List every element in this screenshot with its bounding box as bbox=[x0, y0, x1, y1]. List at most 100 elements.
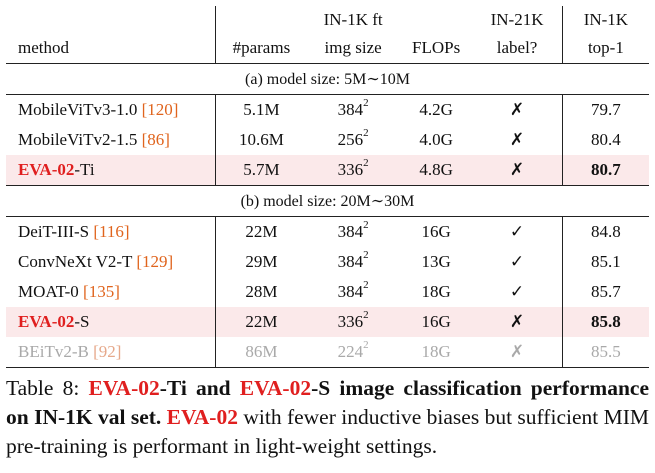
method-name: MOAT-0 bbox=[18, 282, 79, 301]
img-size-cell: 3362 bbox=[306, 307, 400, 337]
method-name-red: EVA-02 bbox=[18, 160, 75, 179]
flops-cell: 4.8G bbox=[399, 155, 473, 186]
cross-icon: ✗ bbox=[509, 130, 525, 149]
flops-cell: 16G bbox=[421, 222, 451, 241]
img-size-value: 224 bbox=[337, 342, 364, 361]
params-cell: 5.1M bbox=[215, 94, 307, 125]
img-size-cell: 3842 bbox=[306, 95, 400, 126]
img-size-cell: 2242 bbox=[306, 337, 400, 368]
header-cell bbox=[400, 6, 472, 33]
top1-cell: 85.7 bbox=[561, 277, 649, 307]
flops-cell: 18G bbox=[421, 282, 451, 301]
header-cell bbox=[215, 6, 307, 33]
section-title: (b) model size: 20M∼30M bbox=[6, 185, 649, 217]
top1-cell: 85.8 bbox=[561, 307, 649, 337]
table-caption: Table 8: EVA-02-Ti and EVA-02-S image cl… bbox=[6, 374, 649, 461]
superscript-two: 2 bbox=[363, 279, 369, 292]
method-name: MobileViTv3-1.0 bbox=[18, 100, 138, 119]
top1-cell: 85.1 bbox=[561, 247, 649, 277]
check-icon: ✓ bbox=[509, 282, 525, 301]
superscript-two: 2 bbox=[363, 157, 369, 170]
superscript-two: 2 bbox=[363, 97, 369, 110]
params-cell: 22M bbox=[215, 216, 307, 247]
method-name-suffix: -S bbox=[74, 312, 90, 331]
header-cell: IN-21K bbox=[490, 9, 544, 29]
img-size-value: 384 bbox=[337, 252, 364, 271]
flops-cell: 4.2G bbox=[419, 100, 453, 119]
header-cell: top-1 bbox=[561, 33, 649, 64]
header-cell: label? bbox=[472, 33, 563, 64]
section-header-row: (b) model size: 20M∼30M bbox=[6, 185, 649, 217]
table-row: MobileViTv2-1.5 [86] 10.6M 2562 4.0G ✗ 80.4 bbox=[6, 125, 649, 155]
superscript-two: 2 bbox=[363, 249, 369, 262]
method-name-suffix: -Ti bbox=[74, 160, 95, 179]
img-size-cell: 3842 bbox=[306, 277, 400, 307]
img-size-cell: 3842 bbox=[306, 217, 400, 248]
cross-icon: ✗ bbox=[472, 307, 563, 337]
citation-link: [129] bbox=[136, 252, 174, 271]
header-row-2: method #params img size FLOPs label? top… bbox=[6, 33, 649, 64]
img-size-value: 336 bbox=[337, 160, 364, 179]
method-cell: BEiTv2-B [92] bbox=[6, 337, 216, 368]
method-cell: EVA-02-S bbox=[6, 307, 216, 337]
img-size-value: 384 bbox=[337, 222, 364, 241]
method-name-red: EVA-02 bbox=[18, 312, 75, 331]
caption-text: -Ti and bbox=[159, 376, 240, 400]
caption-text: with fewer inductive biases but sufficie… bbox=[6, 405, 649, 458]
top1-cell: 80.7 bbox=[561, 155, 649, 186]
superscript-two: 2 bbox=[363, 339, 369, 352]
flops-cell: 16G bbox=[399, 307, 473, 337]
table-row: DeiT-III-S [116] 22M 3842 16G ✓ 84.8 bbox=[6, 216, 649, 248]
img-size-value: 384 bbox=[337, 100, 364, 119]
method-cell: MobileViTv3-1.0 [120] bbox=[6, 95, 216, 126]
params-cell: 22M bbox=[215, 307, 307, 337]
header-row-1: IN-1K ft IN-21K IN-1K bbox=[6, 6, 649, 33]
table-row: MOAT-0 [135] 28M 3842 18G ✓ 85.7 bbox=[6, 277, 649, 307]
params-cell: 10.6M bbox=[215, 125, 307, 155]
cross-icon: ✗ bbox=[472, 155, 563, 186]
caption-text: -S image classification performance on I… bbox=[6, 376, 650, 429]
params-cell: 29M bbox=[215, 247, 307, 277]
header-cell: #params bbox=[215, 33, 307, 64]
method-name: BEiTv2-B bbox=[18, 342, 89, 361]
top1-cell: 84.8 bbox=[561, 216, 649, 247]
params-cell: 28M bbox=[215, 277, 307, 307]
results-table: IN-1K ft IN-21K IN-1K method #params img… bbox=[6, 6, 649, 368]
table-row: ConvNeXt V2-T [129] 29M 3842 13G ✓ 85.1 bbox=[6, 247, 649, 277]
method-name: MobileViTv2-1.5 bbox=[18, 130, 138, 149]
caption-eva-name: EVA-02 bbox=[239, 376, 312, 400]
method-cell: DeiT-III-S [116] bbox=[6, 217, 216, 248]
table-row: EVA-02-S 22M 3362 16G ✗ 85.8 bbox=[6, 307, 649, 337]
citation-link: [135] bbox=[83, 282, 120, 301]
table-row: EVA-02-Ti 5.7M 3362 4.8G ✗ 80.7 bbox=[6, 155, 649, 186]
img-size-value: 256 bbox=[337, 130, 364, 149]
method-cell: EVA-02-Ti bbox=[6, 155, 216, 186]
header-cell: method bbox=[6, 33, 216, 64]
check-icon: ✓ bbox=[509, 222, 525, 241]
header-cell: FLOPs bbox=[399, 33, 473, 64]
method-cell: MOAT-0 [135] bbox=[6, 277, 216, 307]
top1-cell: 85.5 bbox=[561, 337, 649, 368]
top1-cell: 80.4 bbox=[561, 125, 649, 155]
header-cell: IN-1K bbox=[561, 6, 649, 33]
method-cell: ConvNeXt V2-T [129] bbox=[6, 247, 216, 277]
superscript-two: 2 bbox=[363, 309, 369, 322]
params-cell: 5.7M bbox=[215, 155, 307, 186]
caption-eva-name: EVA-02 bbox=[166, 405, 238, 429]
flops-cell: 13G bbox=[421, 252, 451, 271]
header-cell bbox=[6, 6, 216, 33]
caption-prefix: Table 8: bbox=[6, 376, 89, 400]
img-size-value: 384 bbox=[337, 282, 364, 301]
header-cell: IN-1K ft bbox=[323, 9, 383, 29]
top1-cell: 79.7 bbox=[561, 94, 649, 125]
table-row: MobileViTv3-1.0 [120] 5.1M 3842 4.2G ✗ 79.7 bbox=[6, 94, 649, 126]
header-cell: img size bbox=[306, 33, 400, 64]
superscript-two: 2 bbox=[363, 219, 369, 232]
cross-icon: ✗ bbox=[509, 100, 525, 119]
img-size-cell: 2562 bbox=[306, 125, 400, 155]
section-title: (a) model size: 5M∼10M bbox=[6, 63, 649, 95]
flops-cell: 4.0G bbox=[419, 130, 453, 149]
params-cell: 86M bbox=[215, 337, 307, 368]
method-cell: MobileViTv2-1.5 [86] bbox=[6, 125, 216, 155]
citation-link: [116] bbox=[93, 222, 130, 241]
